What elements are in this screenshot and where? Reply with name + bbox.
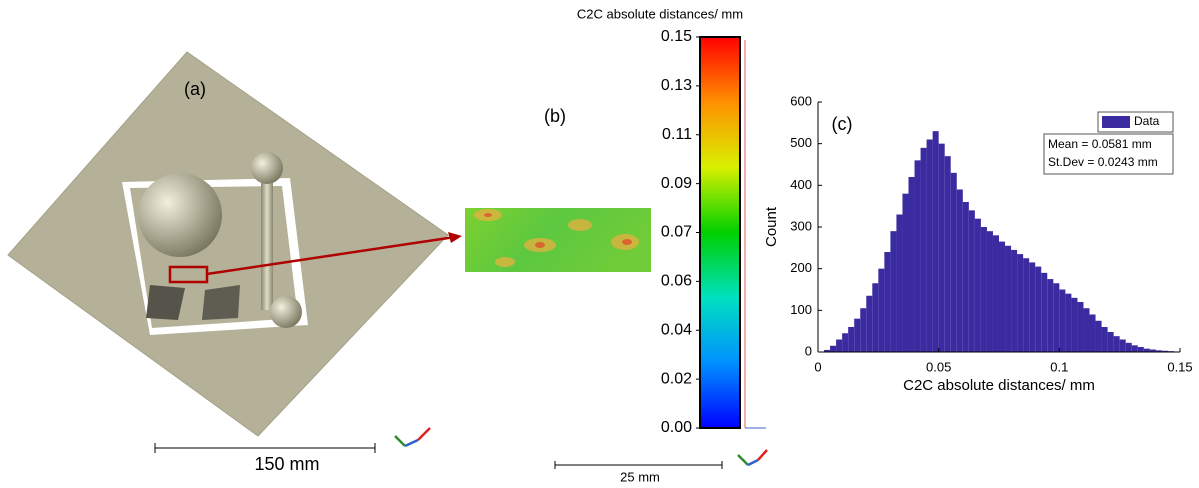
bar <box>963 202 969 352</box>
annotation: St.Dev = 0.0243 mm <box>1048 155 1158 169</box>
bar <box>1011 250 1017 352</box>
bar <box>1090 315 1096 353</box>
colorbar <box>700 37 740 428</box>
bar <box>999 242 1005 352</box>
x-tick-label: 0.15 <box>1167 359 1192 374</box>
rod <box>261 170 273 310</box>
bar <box>830 346 836 352</box>
y-tick-label: 0.06 <box>661 273 692 290</box>
bar <box>975 219 981 352</box>
bar <box>921 148 927 352</box>
bar <box>951 173 957 352</box>
annotation: Mean = 0.0581 mm <box>1048 137 1152 151</box>
y-tick-label: 0.11 <box>662 126 692 143</box>
y-tick-label: 100 <box>790 302 812 317</box>
bar <box>939 144 945 352</box>
bar <box>854 319 860 352</box>
y-tick-label: 0.00 <box>661 419 692 436</box>
colorbar-title: C2C absolute distances/ mm <box>577 6 743 21</box>
bar <box>878 269 884 352</box>
sphere <box>138 173 222 257</box>
bar <box>927 140 933 353</box>
bar <box>1035 267 1041 352</box>
bar <box>1047 279 1053 352</box>
bar <box>848 327 854 352</box>
y-axis-label: Count <box>763 206 780 247</box>
y-tick-label: 300 <box>790 218 812 233</box>
x-tick-label: 0.1 <box>1050 359 1068 374</box>
bar <box>1023 258 1029 352</box>
y-tick-label: 0.13 <box>661 77 692 94</box>
bar <box>842 333 848 352</box>
bar <box>987 231 993 352</box>
bar <box>981 227 987 352</box>
bar <box>1126 343 1132 352</box>
bar <box>1132 345 1138 352</box>
y-tick-label: 200 <box>790 260 812 275</box>
y-tick-label: 600 <box>790 93 812 108</box>
bar <box>896 215 902 353</box>
bar <box>909 177 915 352</box>
charts: C2C absolute distances/ mm 0.00 0.02 0.04 0.… <box>577 6 1193 436</box>
bar <box>1005 246 1011 352</box>
x-axis-label: C2C absolute distances/ mm <box>903 377 1095 394</box>
bar <box>1083 308 1089 352</box>
bar <box>945 156 951 352</box>
bar <box>1041 273 1047 352</box>
y-tick-label: 400 <box>790 177 812 192</box>
scale-label: 150 mm <box>254 454 319 474</box>
bar <box>969 210 975 352</box>
y-tick-label: 0.09 <box>661 175 692 192</box>
bar <box>957 190 963 353</box>
bar <box>1017 254 1023 352</box>
bar <box>1114 336 1120 352</box>
bar <box>1102 327 1108 352</box>
bar <box>993 235 999 352</box>
panel-label: (b) <box>544 106 566 126</box>
y-tick-label: 500 <box>790 135 812 150</box>
bar <box>1077 302 1083 352</box>
bar <box>860 308 866 352</box>
y-tick-label: 0.02 <box>661 370 692 387</box>
bar <box>1108 332 1114 352</box>
y-tick-label: 0.15 <box>661 28 692 45</box>
legend-swatch <box>1102 116 1130 128</box>
bar <box>1065 294 1071 352</box>
bar <box>872 283 878 352</box>
scale-label: 25 mm <box>620 469 660 484</box>
bar <box>1096 321 1102 352</box>
bar <box>915 160 921 352</box>
x-tick-label: 0 <box>814 359 821 374</box>
bar <box>1120 340 1126 353</box>
render-a: (a) 150 mm <box>8 52 462 474</box>
legend-label: Data <box>1134 114 1160 128</box>
y-tick-label: 0.07 <box>661 224 692 241</box>
bar <box>866 296 872 352</box>
y-tick-label: 0.04 <box>661 321 692 338</box>
figure: (a) 150 mm (b) 25 mm C2C absolute distan… <box>0 0 1199 488</box>
y-tick-label: 0 <box>805 343 812 358</box>
bar <box>884 252 890 352</box>
bar <box>1053 283 1059 352</box>
bar <box>933 131 939 352</box>
bar <box>1029 262 1035 352</box>
bar <box>836 340 842 353</box>
bar <box>1138 347 1144 352</box>
bar <box>890 231 896 352</box>
x-tick-label: 0.05 <box>926 359 951 374</box>
panel-label: (c) <box>832 114 853 134</box>
bar <box>1071 298 1077 352</box>
bar <box>902 194 908 352</box>
panel-label: (a) <box>184 79 206 99</box>
bar <box>1059 290 1065 353</box>
